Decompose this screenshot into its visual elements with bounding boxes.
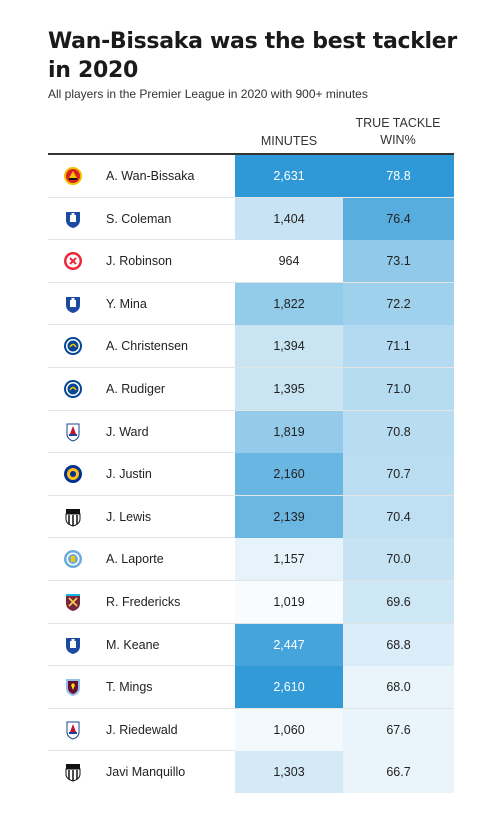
minutes-cell: 2,631 [235, 155, 343, 197]
player-name: Javi Manquillo [106, 765, 186, 780]
minutes-cell: 2,160 [235, 453, 343, 496]
player-name: J. Riedewald [106, 722, 178, 737]
everton-crest-icon [63, 635, 83, 655]
newcastle-united-crest-icon [63, 507, 83, 527]
table-row: T. Mings 2,610 68.0 [48, 666, 454, 709]
minutes-cell: 1,822 [235, 282, 343, 325]
table-row: J. Lewis 2,139 70.4 [48, 495, 454, 539]
table-row: A. Wan-Bissaka 2,631 78.8 [48, 155, 454, 198]
everton-crest-icon [63, 294, 83, 314]
table-row: A. Laporte 1,157 70.0 [48, 538, 454, 581]
player-name: R. Fredericks [106, 594, 181, 609]
minutes-cell: 1,394 [235, 325, 343, 368]
minutes-cell: 1,060 [235, 708, 343, 751]
west-ham-crest-icon [63, 592, 83, 612]
tackle-win-cell: 71.0 [343, 367, 454, 410]
tackle-win-cell: 72.2 [343, 282, 454, 325]
table-row: R. Fredericks 1,019 69.6 [48, 580, 454, 624]
player-name: T. Mings [106, 680, 153, 695]
table-row: J. Ward 1,819 70.8 [48, 410, 454, 454]
chelsea-crest-icon [63, 336, 83, 356]
tackle-win-cell: 68.8 [343, 623, 454, 666]
minutes-cell: 964 [235, 240, 343, 283]
table-row: A. Christensen 1,394 71.1 [48, 325, 454, 368]
tackle-header-line2: WIN% [380, 133, 416, 147]
player-name: S. Coleman [106, 211, 172, 226]
tackle-win-cell: 71.1 [343, 325, 454, 368]
minutes-cell: 1,157 [235, 538, 343, 581]
table-row: Javi Manquillo 1,303 66.7 [48, 751, 454, 794]
minutes-cell: 1,019 [235, 580, 343, 623]
player-name: Y. Mina [106, 296, 147, 311]
player-name: A. Rudiger [106, 381, 166, 396]
minutes-header-label: MINUTES [260, 134, 318, 148]
header-divider [48, 153, 454, 155]
chart-title: Wan-Bissaka was the best tackler in 2020 [48, 29, 457, 83]
table-row: J. Robinson 964 73.1 [48, 240, 454, 283]
player-name: J. Ward [106, 424, 149, 439]
minutes-cell: 2,447 [235, 623, 343, 666]
everton-crest-icon [63, 209, 83, 229]
table-row: J. Justin 2,160 70.7 [48, 453, 454, 496]
tackle-win-cell: 70.8 [343, 410, 454, 453]
tackle-win-cell: 68.0 [343, 666, 454, 709]
table-row: J. Riedewald 1,060 67.6 [48, 708, 454, 752]
tackle-win-cell: 67.6 [343, 708, 454, 751]
tackle-win-cell: 70.0 [343, 538, 454, 581]
tackle-win-cell: 76.4 [343, 197, 454, 240]
table-row: A. Rudiger 1,395 71.0 [48, 367, 454, 411]
table-row: M. Keane 2,447 68.8 [48, 623, 454, 667]
data-table: A. Wan-Bissaka 2,631 78.8 S. Coleman 1,404 76… [48, 155, 454, 794]
tackle-column-header: TRUE TACKLE WIN% [342, 115, 454, 149]
minutes-column-header: MINUTES [234, 133, 344, 150]
tackle-win-cell: 70.7 [343, 453, 454, 496]
minutes-cell: 1,303 [235, 751, 343, 794]
tackle-header-line1: TRUE TACKLE [355, 116, 441, 130]
player-name: M. Keane [106, 637, 160, 652]
player-name: J. Robinson [106, 254, 173, 269]
minutes-cell: 1,395 [235, 367, 343, 410]
player-name: J. Justin [106, 467, 152, 482]
leicester-city-crest-icon [63, 464, 83, 484]
crystal-palace-crest-icon [63, 422, 83, 442]
tackle-win-cell: 78.8 [343, 155, 454, 197]
player-name: A. Laporte [106, 552, 164, 567]
tackle-win-cell: 66.7 [343, 751, 454, 794]
minutes-cell: 2,610 [235, 666, 343, 709]
player-name: J. Lewis [106, 509, 152, 524]
chelsea-crest-icon [63, 379, 83, 399]
minutes-cell: 2,139 [235, 495, 343, 538]
manchester-city-crest-icon [63, 549, 83, 569]
newcastle-united-crest-icon [63, 762, 83, 782]
tackle-win-cell: 69.6 [343, 580, 454, 623]
manchester-united-crest-icon [63, 166, 83, 186]
player-name: A. Christensen [106, 339, 188, 354]
player-name: A. Wan-Bissaka [106, 169, 195, 183]
table-row: S. Coleman 1,404 76.4 [48, 197, 454, 241]
minutes-cell: 1,404 [235, 197, 343, 240]
tackle-win-cell: 70.4 [343, 495, 454, 538]
table-row: Y. Mina 1,822 72.2 [48, 282, 454, 326]
chart-subtitle: All players in the Premier League in 202… [48, 87, 368, 101]
sheffield-united-crest-icon [63, 251, 83, 271]
aston-villa-crest-icon [63, 677, 83, 697]
crystal-palace-crest-icon [63, 720, 83, 740]
minutes-cell: 1,819 [235, 410, 343, 453]
tackle-win-cell: 73.1 [343, 240, 454, 283]
